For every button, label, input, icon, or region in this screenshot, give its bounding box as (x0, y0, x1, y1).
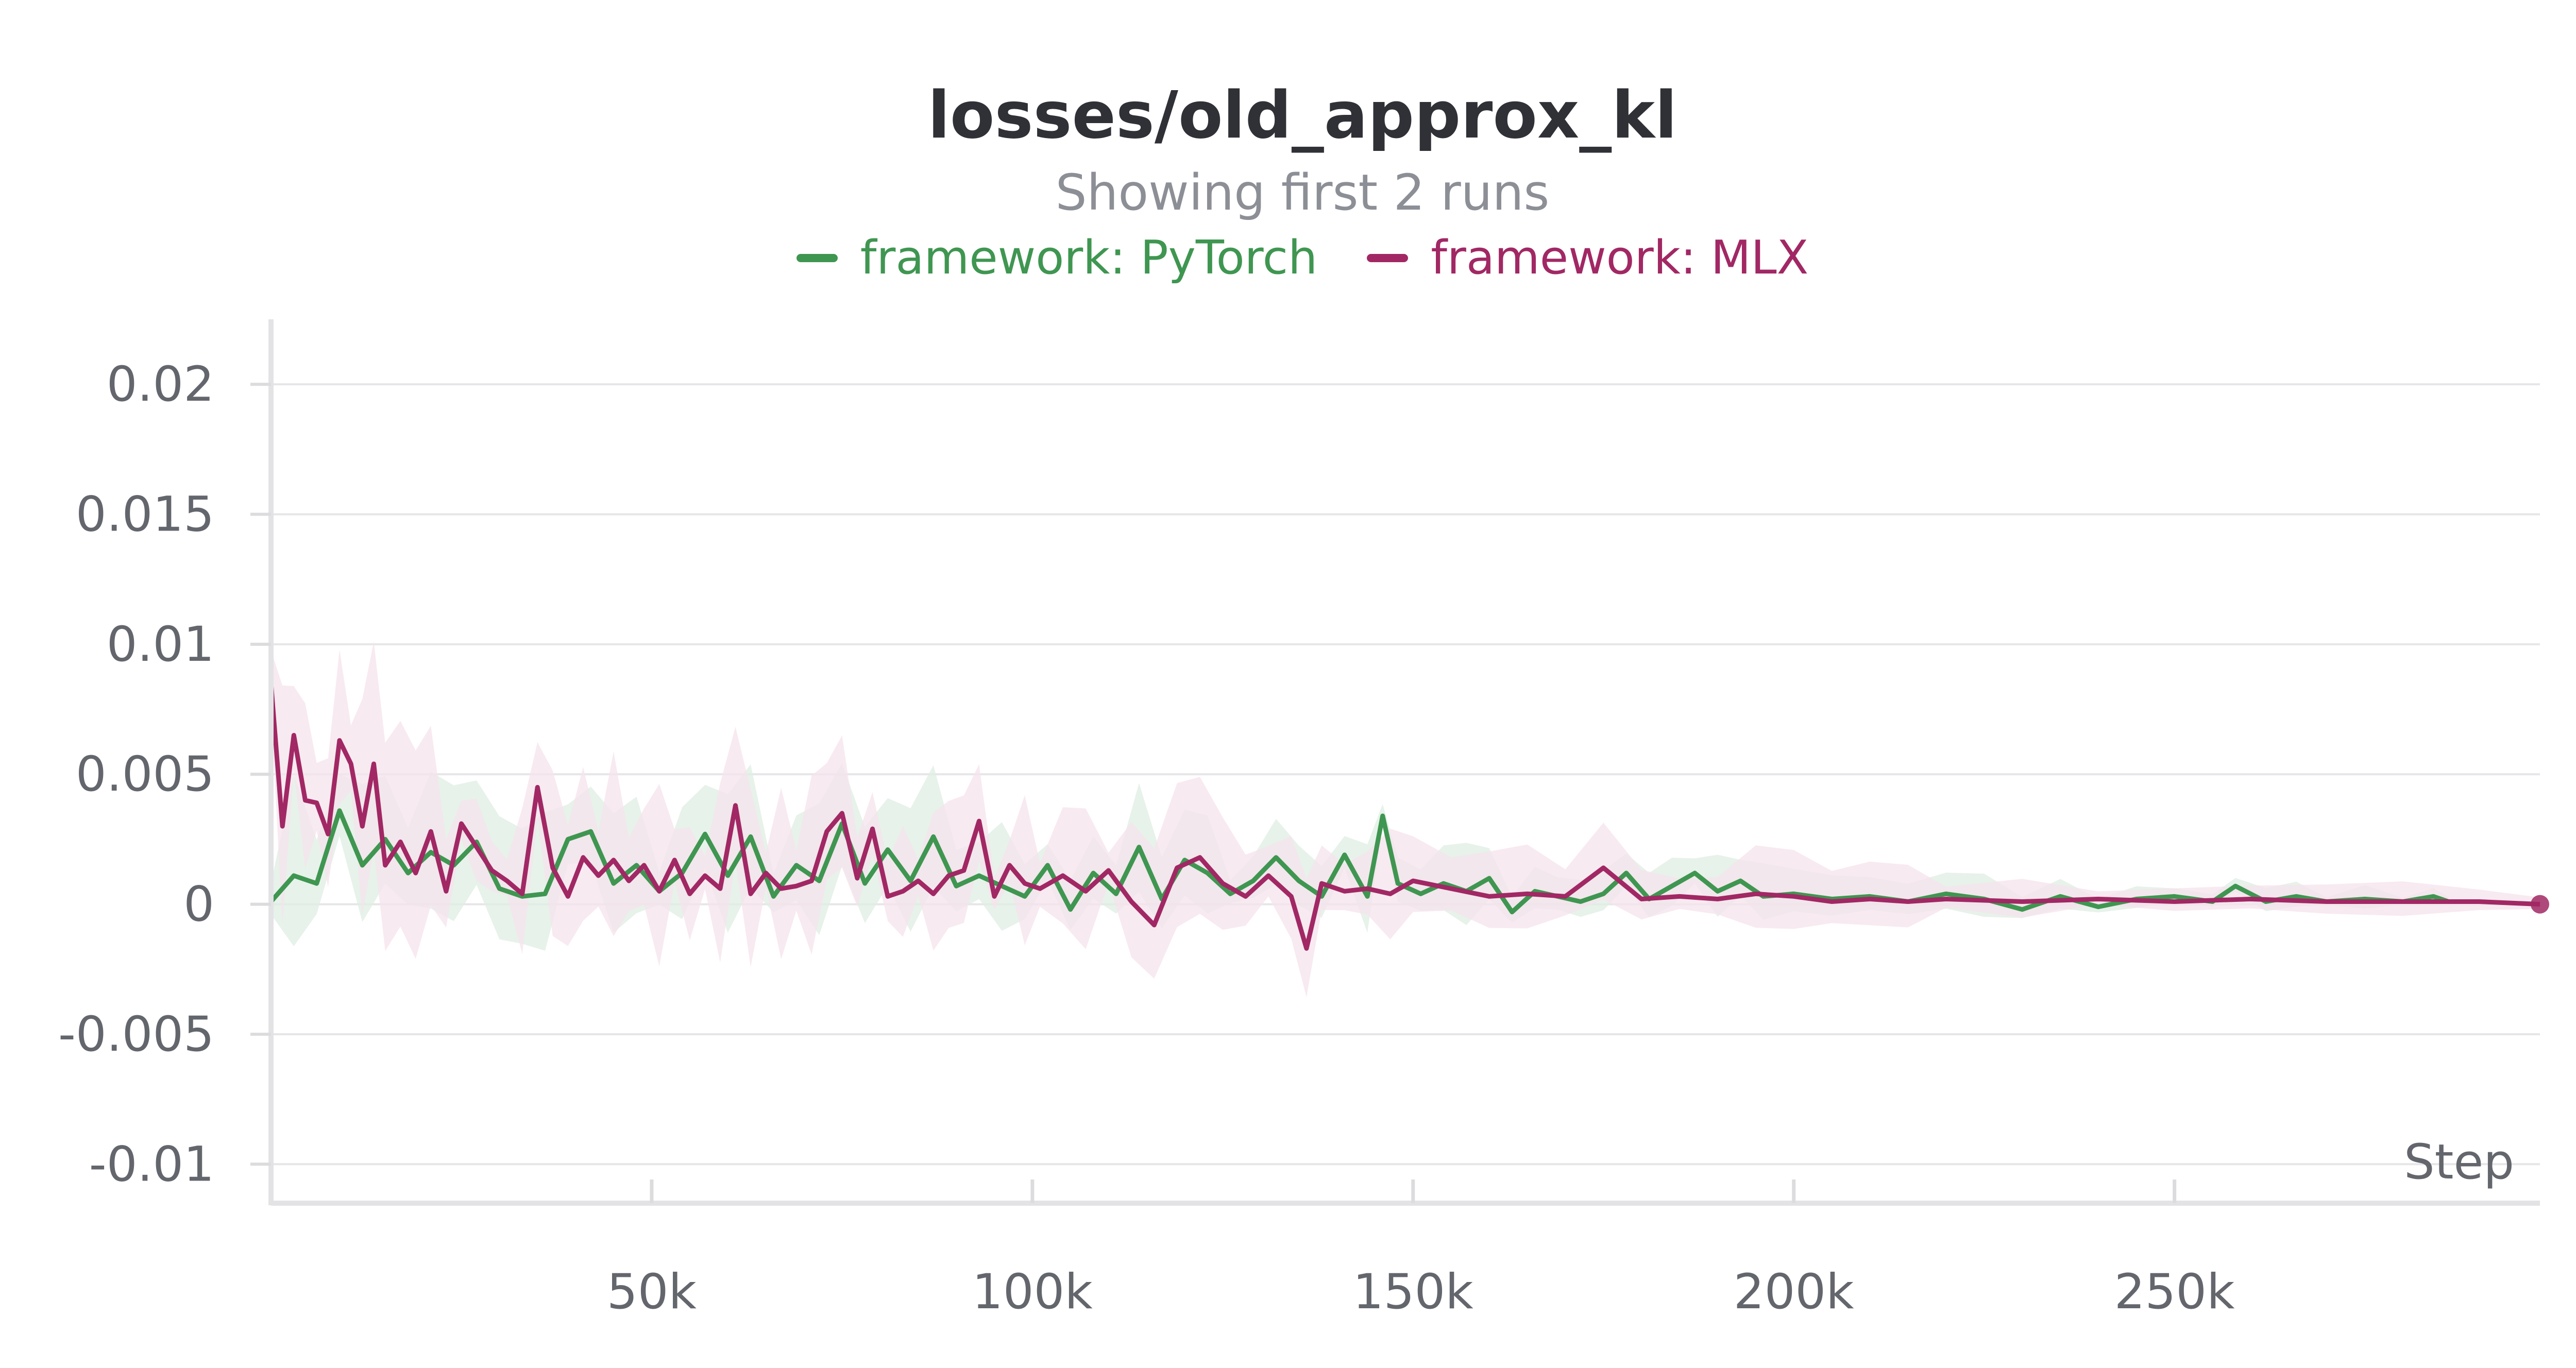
legend-item-mlx[interactable]: framework: MLX (1367, 231, 1808, 285)
x-tick-label: 250k (2114, 1264, 2235, 1320)
y-tick-label: -0.005 (58, 1006, 214, 1063)
x-tick-label: 200k (1734, 1264, 1854, 1320)
x-axis-ticks: 50k 100k 150k 200k 250k (607, 1179, 2235, 1320)
x-tick-label: 50k (607, 1264, 697, 1320)
chart-subtitle: Showing first 2 runs (1055, 164, 1550, 221)
x-tick-label: 150k (1353, 1264, 1473, 1320)
legend-label-pytorch: framework: PyTorch (860, 231, 1318, 285)
legend-item-pytorch[interactable]: framework: PyTorch (796, 231, 1317, 285)
y-tick-label: -0.01 (89, 1136, 214, 1192)
series-endpoint-marker[interactable] (2531, 895, 2549, 914)
series-line-pytorch[interactable] (269, 808, 2450, 915)
y-tick-label: 0.01 (107, 617, 214, 673)
chart-title: losses/old_approx_kl (927, 77, 1677, 153)
legend-label-mlx: framework: MLX (1431, 231, 1809, 285)
y-axis-ticks: 0.02 0.015 0.01 0.005 0 -0.005 -0.01 (58, 356, 271, 1192)
y-tick-label: 0.02 (107, 356, 214, 413)
y-tick-label: 0.015 (76, 487, 214, 543)
legend-swatch-mlx (1367, 253, 1409, 262)
legend-swatch-pytorch (796, 253, 838, 262)
chart-legend: framework: PyTorch framework: MLX (0, 231, 2576, 285)
variance-band-mlx (271, 641, 2540, 997)
y-tick-label: 0.005 (76, 746, 214, 802)
x-axis-label: Step (2404, 1134, 2514, 1190)
y-tick-label: 0 (183, 877, 214, 933)
series-lines (268, 683, 2540, 951)
series-line-mlx[interactable] (268, 683, 2540, 951)
x-tick-label: 100k (972, 1264, 1093, 1320)
axes (268, 319, 2540, 1206)
variance-bands (271, 641, 2540, 997)
